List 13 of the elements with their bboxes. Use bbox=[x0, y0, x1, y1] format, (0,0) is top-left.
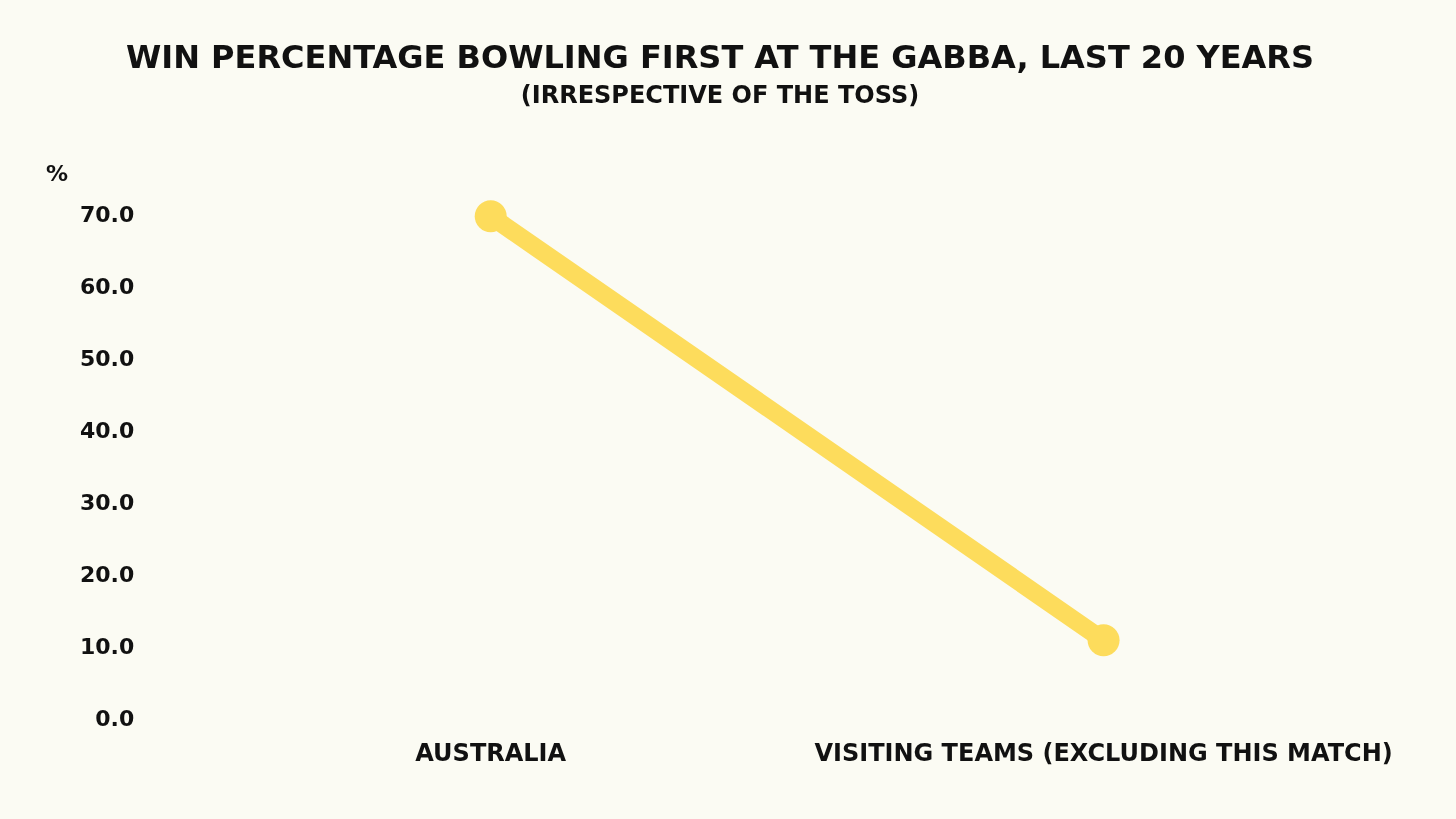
y-tick-label: 40.0 bbox=[80, 417, 135, 443]
y-tick-label: 20.0 bbox=[80, 561, 135, 587]
chart-subtitle: (IRRESPECTIVE OF THE TOSS) bbox=[520, 81, 920, 110]
chart-title: WIN PERCENTAGE BOWLING FIRST AT THE GABBA, LAST 20 YEARS bbox=[125, 37, 1315, 76]
y-tick-label: 50.0 bbox=[80, 345, 135, 371]
y-tick-label: 60.0 bbox=[80, 273, 135, 299]
x-tick-label: AUSTRALIA bbox=[415, 738, 567, 767]
y-tick-label: 10.0 bbox=[80, 633, 135, 659]
x-tick-label: VISITING TEAMS (EXCLUDING THIS MATCH) bbox=[814, 738, 1393, 767]
y-axis-title: % bbox=[46, 160, 69, 186]
y-tick-label: 30.0 bbox=[80, 489, 135, 515]
y-tick-label: 70.0 bbox=[80, 201, 135, 227]
y-tick-label: 0.0 bbox=[95, 705, 135, 731]
